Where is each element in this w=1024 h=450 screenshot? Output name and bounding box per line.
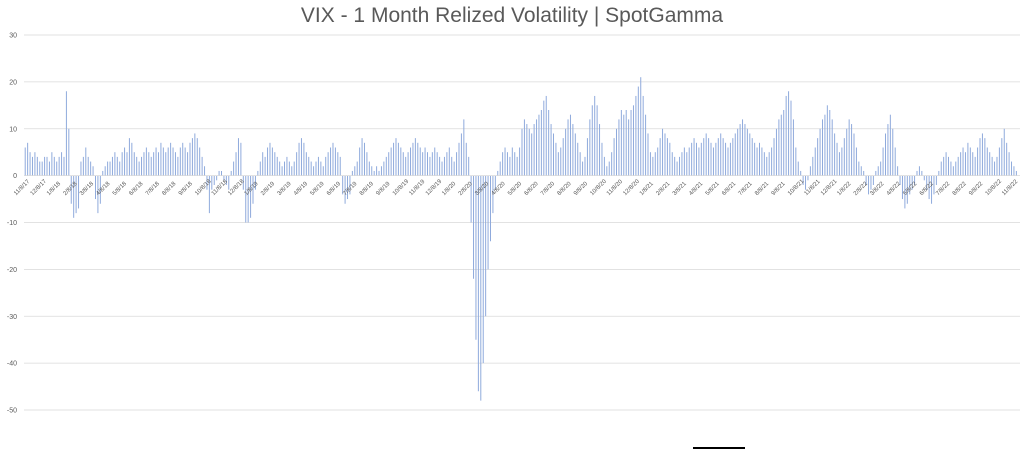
x-tick-label: 10/8/21 xyxy=(787,178,806,197)
x-tick-label: 9/8/19 xyxy=(375,181,392,198)
y-tick-label: -40 xyxy=(7,361,17,368)
x-tick-label: 10/8/22 xyxy=(985,178,1004,197)
x-tick-label: 1/8/22 xyxy=(836,181,853,198)
y-axis-ticks: 30 20 10 0 -10 -20 -30 -40 -50 xyxy=(7,33,17,415)
x-tick-label: 5/8/20 xyxy=(507,181,524,198)
x-tick-label: 2/8/19 xyxy=(260,181,277,198)
x-tick-label: 7/8/20 xyxy=(540,181,557,198)
y-tick-label: -20 xyxy=(7,267,17,274)
y-tick-label: 10 xyxy=(9,126,17,133)
x-tick-label: 3/8/21 xyxy=(672,181,689,198)
x-tick-label: 11/8/19 xyxy=(408,178,427,197)
x-tick-label: 2/8/21 xyxy=(655,181,672,198)
x-tick-label: 11/8/21 xyxy=(804,178,823,197)
x-tick-label: 1/8/20 xyxy=(441,181,458,198)
x-tick-label: 9/8/18 xyxy=(178,181,195,198)
x-tick-label: 4/8/19 xyxy=(293,181,310,198)
x-tick-label: 7/8/22 xyxy=(935,181,952,198)
x-tick-label: 12/8/19 xyxy=(425,178,444,197)
x-tick-label: 11/8/22 xyxy=(1001,178,1020,197)
x-tick-label: 2/8/20 xyxy=(458,181,475,198)
x-tick-label: 11/8/20 xyxy=(606,178,625,197)
x-tick-label: 7/8/21 xyxy=(738,181,755,198)
x-tick-label: 9/8/21 xyxy=(771,181,788,198)
x-tick-label: 8/8/18 xyxy=(161,181,178,198)
x-tick-label: 3/8/22 xyxy=(869,181,886,198)
chart-title: VIX - 1 Month Relized Volatility | SpotG… xyxy=(300,4,724,27)
x-tick-label: 7/8/18 xyxy=(145,181,162,198)
legend-marker xyxy=(693,447,745,449)
x-tick-label: 5/8/19 xyxy=(310,181,327,198)
y-tick-label: -30 xyxy=(7,314,17,321)
x-tick-label: 2/8/22 xyxy=(853,181,870,198)
x-tick-label: 3/8/18 xyxy=(79,181,96,198)
x-tick-label: 8/8/21 xyxy=(754,181,771,198)
x-tick-label: 12/8/17 xyxy=(30,178,49,197)
x-tick-label: 10/8/19 xyxy=(392,178,411,197)
y-tick-label: 0 xyxy=(13,173,17,180)
x-tick-label: 10/8/20 xyxy=(589,178,608,197)
x-tick-label: 6/8/18 xyxy=(128,181,145,198)
y-tick-label: 20 xyxy=(9,79,17,86)
bar-series xyxy=(24,77,1017,401)
y-tick-label: -10 xyxy=(7,220,17,227)
x-tick-label: 1/8/18 xyxy=(46,181,63,198)
x-tick-label: 8/8/22 xyxy=(952,181,969,198)
x-tick-label: 12/8/21 xyxy=(820,178,839,197)
x-tick-label: 11/8/18 xyxy=(211,178,230,197)
x-tick-label: 6/8/21 xyxy=(721,181,738,198)
x-tick-label: 11/8/17 xyxy=(13,178,32,197)
x-tick-label: 8/8/20 xyxy=(557,181,574,198)
x-tick-label: 8/8/19 xyxy=(359,181,376,198)
x-tick-label: 6/8/20 xyxy=(524,181,541,198)
x-tick-label: 1/8/21 xyxy=(639,181,656,198)
x-tick-label: 4/8/21 xyxy=(688,181,705,198)
x-tick-label: 6/8/19 xyxy=(326,181,343,198)
y-tick-label: 30 xyxy=(9,33,17,40)
y-tick-label: -50 xyxy=(7,408,17,415)
x-tick-label: 9/8/22 xyxy=(968,181,985,198)
x-tick-label: 5/8/18 xyxy=(112,181,129,198)
x-tick-label: 5/8/21 xyxy=(705,181,722,198)
x-tick-label: 9/8/20 xyxy=(573,181,590,198)
x-tick-label: 10/8/18 xyxy=(194,178,213,197)
gridlines xyxy=(24,34,1020,411)
x-tick-label: 12/8/20 xyxy=(622,178,641,197)
x-tick-label: 3/8/19 xyxy=(277,181,294,198)
